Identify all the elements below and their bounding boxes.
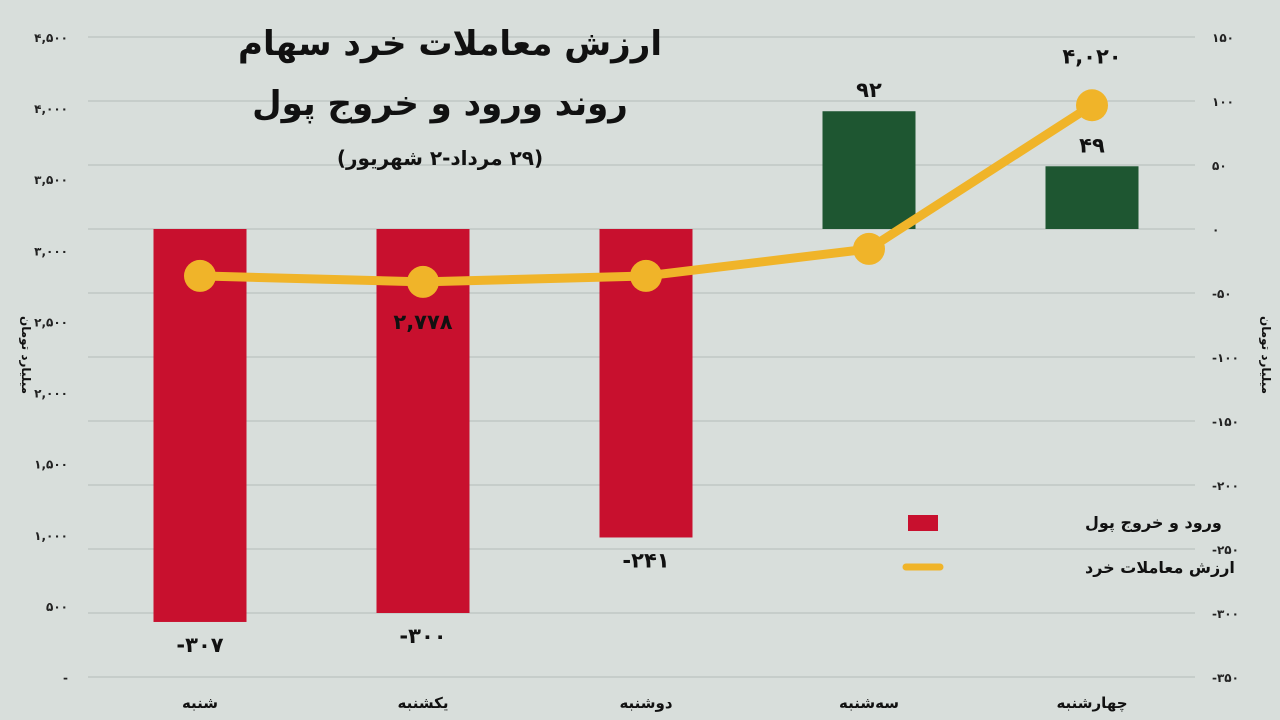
left-axis-title: میلیارد تومان (18, 316, 33, 394)
bar-series (153, 111, 1139, 622)
right-tick-label: -۳۵۰ (1212, 671, 1239, 685)
bar-data-labels: -۳۰۷ -۳۰۰ -۲۴۱ ۹۲ ۴۹ (176, 78, 1105, 657)
right-tick-label: -۵۰ (1212, 287, 1232, 301)
right-tick-label: -۲۵۰ (1212, 543, 1239, 557)
left-tick-label: ۴,۵۰۰ (34, 31, 68, 45)
legend-label-bar: ورود و خروج پول (1085, 513, 1222, 533)
left-tick-label: ۲,۵۰۰ (34, 315, 68, 329)
line-data-label: ۲,۷۷۸ (393, 310, 452, 334)
left-tick-label: ۳,۵۰۰ (34, 173, 68, 187)
left-tick-label: ۱,۵۰۰ (34, 458, 68, 472)
line-point (853, 232, 885, 265)
bar-data-label: ۹۲ (856, 78, 882, 102)
right-tick-label: ۱۰۰ (1212, 95, 1234, 109)
left-tick-label: ۴,۰۰۰ (34, 102, 68, 116)
right-tick-label: -۱۰۰ (1212, 351, 1239, 365)
right-axis-ticks: ۱۵۰ ۱۰۰ ۵۰ ۰ -۵۰ -۱۰۰ -۱۵۰ -۲۰۰ -۲۵۰ -۳۰۰ -۳۵۰ (1212, 31, 1239, 685)
right-axis-title: میلیارد تومان (1258, 316, 1273, 394)
category-label: دوشنبه (619, 694, 672, 712)
right-tick-label: -۲۰۰ (1212, 479, 1239, 493)
category-label: چهارشنبه (1056, 694, 1127, 713)
bar (822, 111, 916, 229)
line-series (184, 89, 1108, 298)
chart-title-line-2: روند ورود و خروج پول (252, 84, 628, 124)
right-tick-label: ۵۰ (1212, 159, 1227, 173)
left-tick-label: ۱,۰۰۰ (34, 529, 68, 543)
bar-data-label: -۳۰۰ (399, 624, 446, 648)
left-tick-label: ۵۰۰ (46, 600, 68, 614)
line-point (1076, 89, 1108, 122)
legend-label-line: ارزش معاملات خرد (1085, 558, 1235, 577)
legend: ورود و خروج پول ارزش معاملات خرد (902, 513, 1235, 577)
left-tick-label: ۲,۰۰۰ (34, 387, 68, 401)
chart-title-line-1: ارزش معاملات خرد سهام (238, 24, 662, 64)
right-tick-label: ۱۵۰ (1212, 31, 1234, 45)
right-tick-label: -۳۰۰ (1212, 607, 1239, 621)
line-point (184, 259, 216, 292)
bar-data-label: -۲۴۱ (622, 548, 669, 572)
bar-data-label: -۳۰۷ (176, 633, 223, 657)
line-data-labels: ۲,۷۷۸ ۴,۰۲۰ (393, 44, 1121, 334)
left-axis-ticks: ۴,۵۰۰ ۴,۰۰۰ ۳,۵۰۰ ۳,۰۰۰ ۲,۵۰۰ ۲,۰۰۰ ۱,۵۰۰ ۱,۰۰۰… (34, 31, 68, 685)
line-data-label: ۴,۰۲۰ (1062, 44, 1121, 68)
bar-data-label: ۴۹ (1079, 133, 1105, 157)
line-point (630, 259, 662, 292)
right-tick-label: ۰ (1212, 223, 1219, 237)
category-label: سه‌شنبه (839, 694, 899, 712)
category-label: شنبه (182, 694, 218, 712)
left-tick-label: ۳,۰۰۰ (34, 244, 68, 258)
line-point (407, 265, 439, 298)
left-tick-label: - (63, 671, 68, 685)
legend-swatch-bar (908, 515, 938, 531)
chart-subtitle: (۲۹ مرداد-۲ شهریور) (337, 146, 543, 170)
bar (153, 229, 247, 622)
category-labels: شنبه یکشنبه دوشنبه سه‌شنبه چهارشنبه (182, 694, 1128, 713)
right-tick-label: -۱۵۰ (1212, 415, 1239, 429)
category-label: یکشنبه (398, 694, 449, 712)
bar (1045, 166, 1139, 229)
